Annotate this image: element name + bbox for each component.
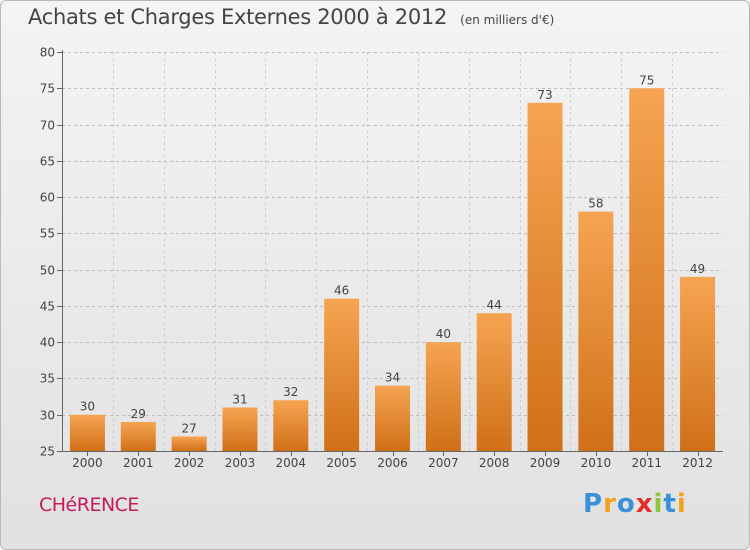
data-labels: 30 29 27 31 32 46 34 40 44 73 58 75 49 [80,73,705,435]
y-tick-label: 45 [40,300,55,314]
data-label: 46 [334,284,349,298]
logo-letter: i [653,489,664,519]
chart-unit: (en milliers d'€) [460,13,555,27]
bar-2012 [680,276,716,451]
y-tick-label: 80 [40,46,55,60]
data-label: 32 [283,385,298,399]
y-tick-label: 35 [40,372,55,386]
x-tick-label: 2012 [682,456,713,470]
y-tick-label: 60 [40,191,55,205]
logo-letter: r [603,489,617,519]
proxiti-logo[interactable]: Proxiti [583,489,687,519]
place-name: CHéRENCE [39,494,139,516]
y-tick-label: 75 [40,82,55,96]
chart-title-block: Achats et Charges Externes 2000 à 2012 (… [28,5,554,29]
y-tick-label: 25 [40,445,55,459]
x-tick-label: 2001 [123,456,154,470]
bar-2008 [476,313,512,451]
bar-2005 [324,298,360,451]
bar-2010 [578,211,614,451]
bar-2006 [375,385,410,451]
logo-letter: t [663,489,677,519]
bar-2011 [629,88,665,451]
x-tick-label: 2008 [479,456,510,470]
logo-letter: i [676,489,687,519]
bar-2003 [222,407,258,451]
data-label: 31 [232,392,247,406]
x-tick-label: 2003 [225,456,256,470]
y-tick-label: 65 [40,155,55,169]
x-tick-label: 2007 [428,456,459,470]
x-tick-label: 2004 [276,456,307,470]
bar-2007 [425,342,461,451]
bar-2000 [69,414,105,451]
data-label: 73 [537,88,552,102]
data-label: 40 [436,327,451,341]
data-label: 44 [487,298,502,312]
logo-letter: P [583,489,604,519]
bar-2002 [171,436,207,451]
bars [69,88,716,452]
logo-letter: x [635,489,654,519]
x-tick-label: 2006 [377,456,408,470]
data-label: 75 [639,73,654,87]
data-label: 30 [80,400,95,414]
data-label: 34 [385,371,400,385]
data-label: 29 [131,407,146,421]
x-tick-label: 2005 [326,456,357,470]
y-tick-label: 40 [40,336,55,350]
data-label: 27 [181,421,196,435]
chart-title: Achats et Charges Externes 2000 à 2012 [28,5,448,29]
y-tick-label: 70 [40,119,55,133]
logo-letter: o [616,489,636,519]
x-tick-label: 2002 [174,456,205,470]
x-tick-label: 2009 [530,456,561,470]
y-tick-label: 55 [40,227,55,241]
bar-2001 [120,421,156,451]
data-label: 58 [588,197,603,211]
y-tick-label: 30 [40,409,55,423]
data-label: 49 [690,262,705,276]
axes: 25 30 35 40 45 50 55 60 65 70 75 80 2000 2001 2002 2003… [40,46,723,470]
x-tick-label: 2011 [631,456,662,470]
x-tick-label: 2010 [581,456,612,470]
bar-2004 [273,400,309,451]
x-tick-label: 2000 [72,456,103,470]
bar-2009 [527,102,563,452]
y-tick-label: 50 [40,264,55,278]
